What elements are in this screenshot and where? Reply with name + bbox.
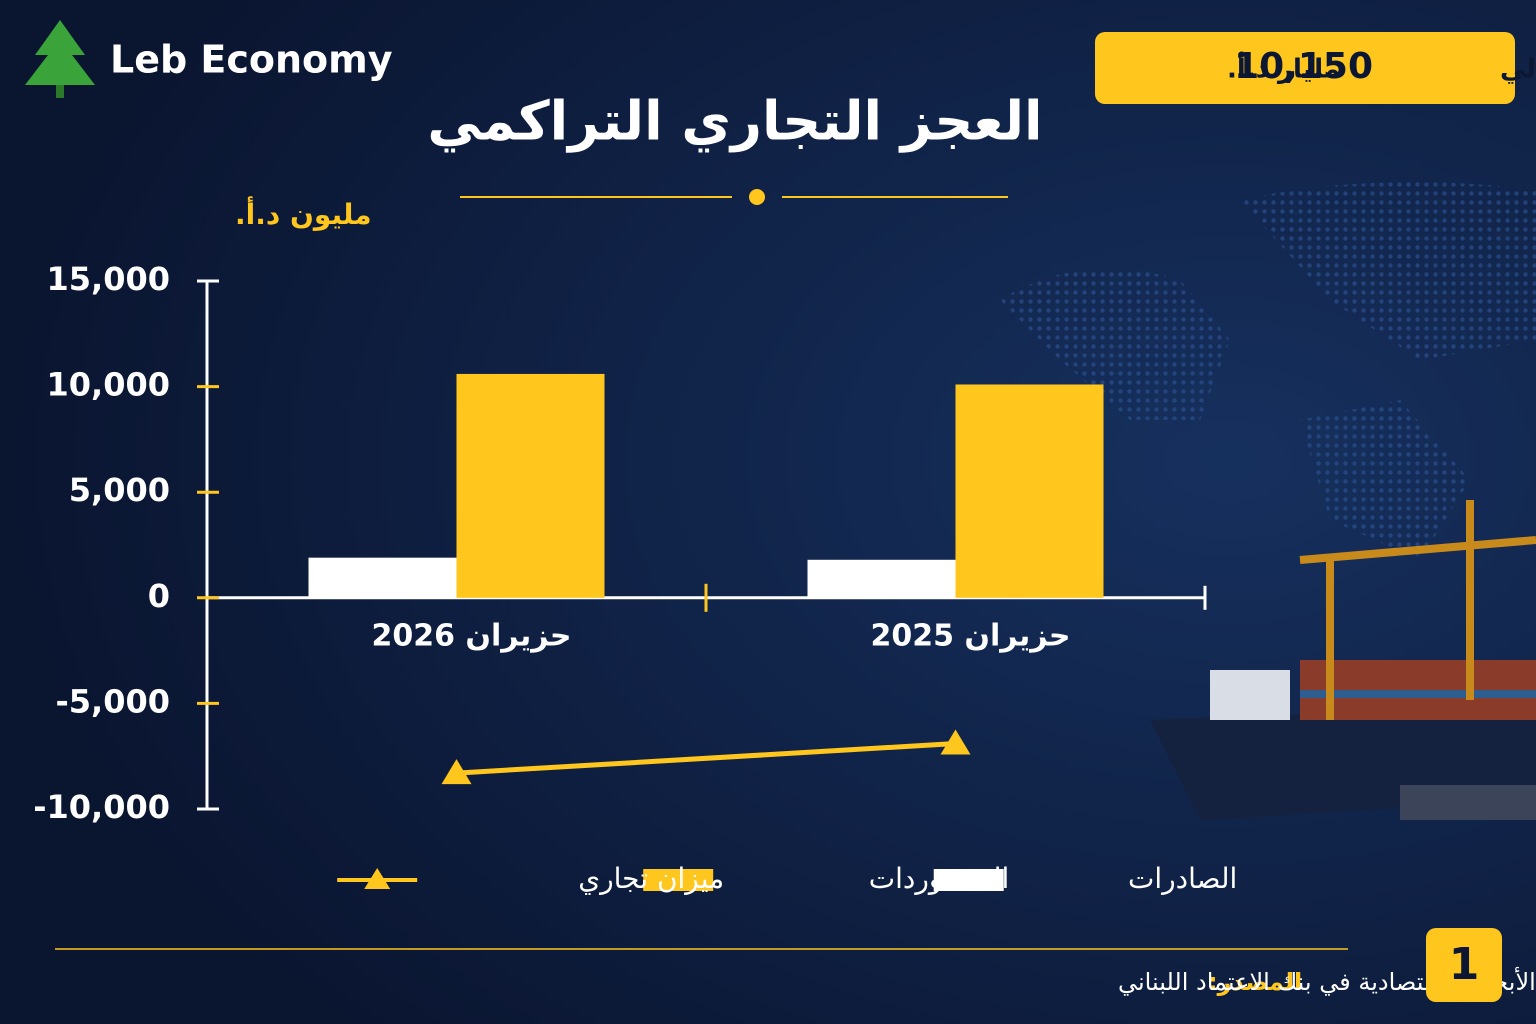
bar [807,559,956,598]
badge-amount: 10,150 [1234,46,1373,87]
y-axis-label: مليون د.أ. [235,196,372,231]
world-map-decoration [1000,182,1536,560]
legend-label: ميزان تجاري [578,862,724,895]
legend-symbol [933,869,1004,891]
page-number: 1 [1449,939,1480,990]
plot: -10,000 -5,000 0 5,000 10,000 15,000 حزيران 20… [33,260,1207,826]
line [456,741,956,776]
page-badge [1426,928,1502,1002]
bar [456,373,605,598]
legend-label: الصادرات [1128,862,1237,895]
bar [308,557,457,598]
x-tick-label: حزيران 2026 [371,619,571,654]
chart-title: العجز التجاري التراكمي [427,90,1042,153]
x-tick-label: حزيران 2025 [870,619,1070,654]
legend-symbol [643,869,714,891]
brand: Leb Economy [110,38,393,82]
y-tick-label: 15,000 [47,260,170,298]
line-marker [940,729,971,755]
legend-symbol [364,868,391,889]
legend-label: المستوردات [869,862,1010,895]
logo: Leb Economy [25,20,393,98]
bar [955,384,1104,598]
line-marker [441,759,472,785]
port-decoration [1150,500,1536,820]
legend: الصادرات المستوردات ميزان تجاري [337,862,1237,895]
badge [1095,32,1515,104]
y-tick-label: 5,000 [69,471,170,509]
y-tick-label: -10,000 [33,788,170,826]
badge-unit: مليار د.أ. [1227,52,1340,85]
badge-prefix: إلى حوالي [1500,55,1536,85]
y-tick-label: 10,000 [47,366,170,404]
title-dot [749,189,765,205]
y-tick-label: -5,000 [56,682,171,720]
y-tick-label: 0 [148,577,170,615]
source-label: المصدر: [1208,968,1302,996]
